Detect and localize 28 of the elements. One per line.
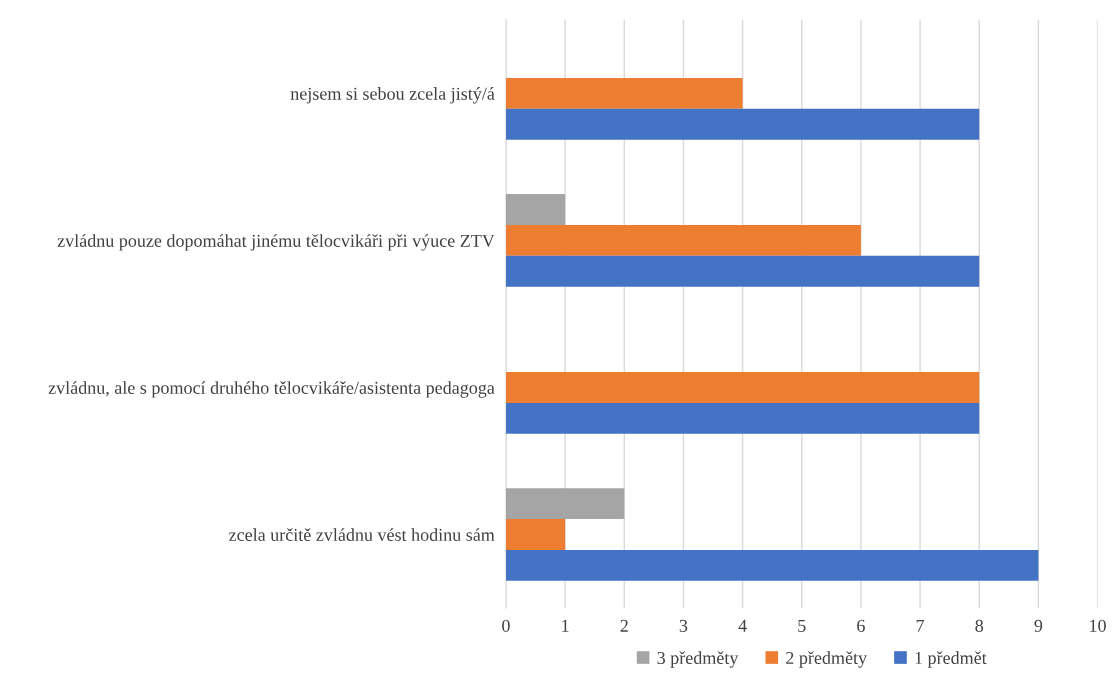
legend-label: 1 předmět [915,651,987,668]
bar [505,108,980,140]
legend-label: 3 předměty [657,651,739,668]
y-tick-label: zvládnu, ale s pomocí druhého tělocvikáře/asistenta pedagoga [48,381,495,398]
x-tick-label: 6 [857,619,865,632]
bar [505,194,566,225]
bar [505,519,566,550]
x-tick-label: 10 [1090,619,1106,632]
x-tick-label: 8 [975,619,984,632]
y-tick-label: zcela určitě zvládnu vést hodinu sám [229,528,495,541]
legend-label: 2 předměty [786,651,867,668]
x-tick-label: 1 [562,619,569,632]
bar [505,549,1039,581]
bar [505,255,980,287]
x-tick-label: 0 [502,619,510,632]
x-tick-label: 9 [1034,619,1043,632]
bar [505,372,980,403]
bar [505,488,625,520]
x-tick-label: 3 [679,619,688,632]
y-tick-label: nejsem si sebou zcela jistý/á [290,87,495,104]
x-tick-label: 5 [798,619,806,632]
x-tick-label: 7 [916,619,925,632]
bar [505,224,861,256]
y-tick-label: zvládnu pouze dopomáhat jinému tělocvikáři při výuce ZTV [57,234,495,251]
bar [505,77,743,109]
bar [505,402,980,434]
x-tick-label: 2 [620,619,628,632]
x-tick-label: 4 [738,619,747,632]
